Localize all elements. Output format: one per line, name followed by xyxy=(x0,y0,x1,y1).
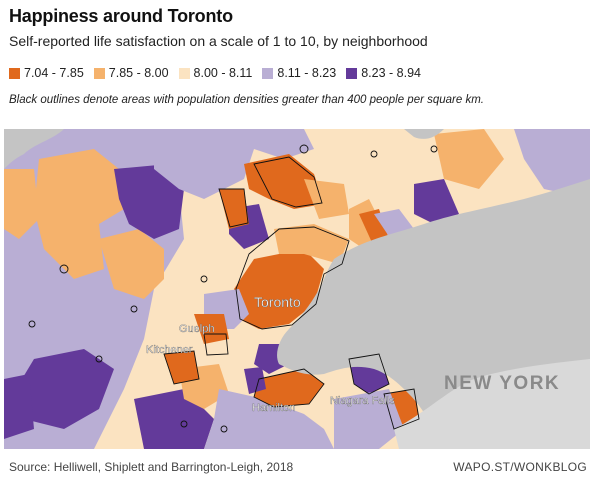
legend-swatch-3 xyxy=(178,67,190,79)
chart-title: Happiness around Toronto xyxy=(9,6,233,26)
outline-north-b xyxy=(218,188,249,228)
outline-town-6 xyxy=(430,145,438,153)
region-west-darkpurple-a xyxy=(114,164,184,239)
georgian-bay xyxy=(4,129,64,169)
legend-item-2: 7.85 - 8.00 xyxy=(93,66,169,80)
region-kitchener-orange xyxy=(164,351,199,384)
legend-item-4: 8.11 - 8.23 xyxy=(262,66,336,80)
legend-item-1: 7.04 - 7.85 xyxy=(9,66,84,80)
legend-label-1: 7.04 - 7.85 xyxy=(24,66,84,80)
outline-town-1 xyxy=(59,264,69,274)
region-northeast-lightpurple xyxy=(514,129,590,199)
outline-town-4 xyxy=(299,144,309,154)
legend-item-3: 8.00 - 8.11 xyxy=(178,66,253,80)
region-hamilton-orange xyxy=(254,369,324,407)
legend-swatch-1 xyxy=(9,67,20,79)
label-guelph: Guelph xyxy=(179,323,214,335)
region-toronto-core-orange xyxy=(234,249,324,329)
legend-swatch-5 xyxy=(346,67,358,79)
outline-north-a xyxy=(253,156,323,208)
region-north-peach-orange xyxy=(304,179,349,219)
chart-subtitle: Self-reported life satisfaction on a sca… xyxy=(9,33,428,49)
region-north-lightpurple xyxy=(154,129,314,199)
choropleth-map: Toronto Guelph Kitchener Hamilton Niagar… xyxy=(4,129,590,449)
region-northeast-darkpurple xyxy=(414,179,459,224)
outline-town-7 xyxy=(180,420,188,428)
legend-label-4: 8.11 - 8.23 xyxy=(277,66,337,80)
outline-town-2 xyxy=(95,355,103,363)
label-hamilton: Hamilton xyxy=(252,402,295,414)
region-west-darkpurple-c xyxy=(4,374,34,439)
publisher-credit: WAPO.ST/WONKBLOG xyxy=(453,460,587,474)
label-toronto: Toronto xyxy=(254,294,301,310)
outline-town-8 xyxy=(220,425,228,433)
legend-label-2: 7.85 - 8.00 xyxy=(108,66,169,80)
region-north-orange-a xyxy=(244,154,324,209)
region-hamilton-darkpurple xyxy=(244,367,266,394)
new-york-land xyxy=(394,359,590,449)
region-toronto-peach xyxy=(274,224,349,264)
region-toronto-west-orange xyxy=(194,314,229,344)
legend-label-3: 8.00 - 8.11 xyxy=(193,66,253,80)
density-outlines xyxy=(28,144,438,433)
region-west-orange-c xyxy=(4,169,39,239)
region-west-darkpurple-b xyxy=(19,349,114,429)
legend-item-5: 8.23 - 8.94 xyxy=(346,66,421,80)
density-note: Black outlines denote areas with populat… xyxy=(9,94,484,106)
region-south-lightpurple xyxy=(204,389,334,449)
label-niagara-falls: Niagara Falls xyxy=(330,395,395,407)
legend-swatch-2 xyxy=(93,67,105,79)
outline-toronto xyxy=(235,226,350,330)
region-north-orange-b xyxy=(219,189,249,229)
outline-hamilton xyxy=(253,368,325,408)
region-northeast-lightorange xyxy=(434,129,504,189)
outline-town-3 xyxy=(130,305,138,313)
label-new-york: NEW YORK xyxy=(444,373,560,394)
legend-swatch-4 xyxy=(262,67,274,79)
outline-town-10 xyxy=(200,275,208,283)
region-west-orange-b xyxy=(99,229,164,299)
outline-guelph xyxy=(203,333,229,356)
outline-town-5 xyxy=(370,150,378,158)
legend-label-5: 8.23 - 8.94 xyxy=(361,66,421,80)
legend: 7.04 - 7.85 7.85 - 8.00 8.00 - 8.11 8.11… xyxy=(9,66,431,80)
label-kitchener: Kitchener xyxy=(146,344,193,356)
outline-niagara xyxy=(348,353,390,395)
outline-kitchener xyxy=(163,350,200,385)
source-credit: Source: Helliwell, Shiplett and Barringt… xyxy=(9,460,294,474)
outline-town-9 xyxy=(28,320,36,328)
outline-niagara-b xyxy=(383,388,420,430)
lake-simcoe xyxy=(404,129,444,139)
